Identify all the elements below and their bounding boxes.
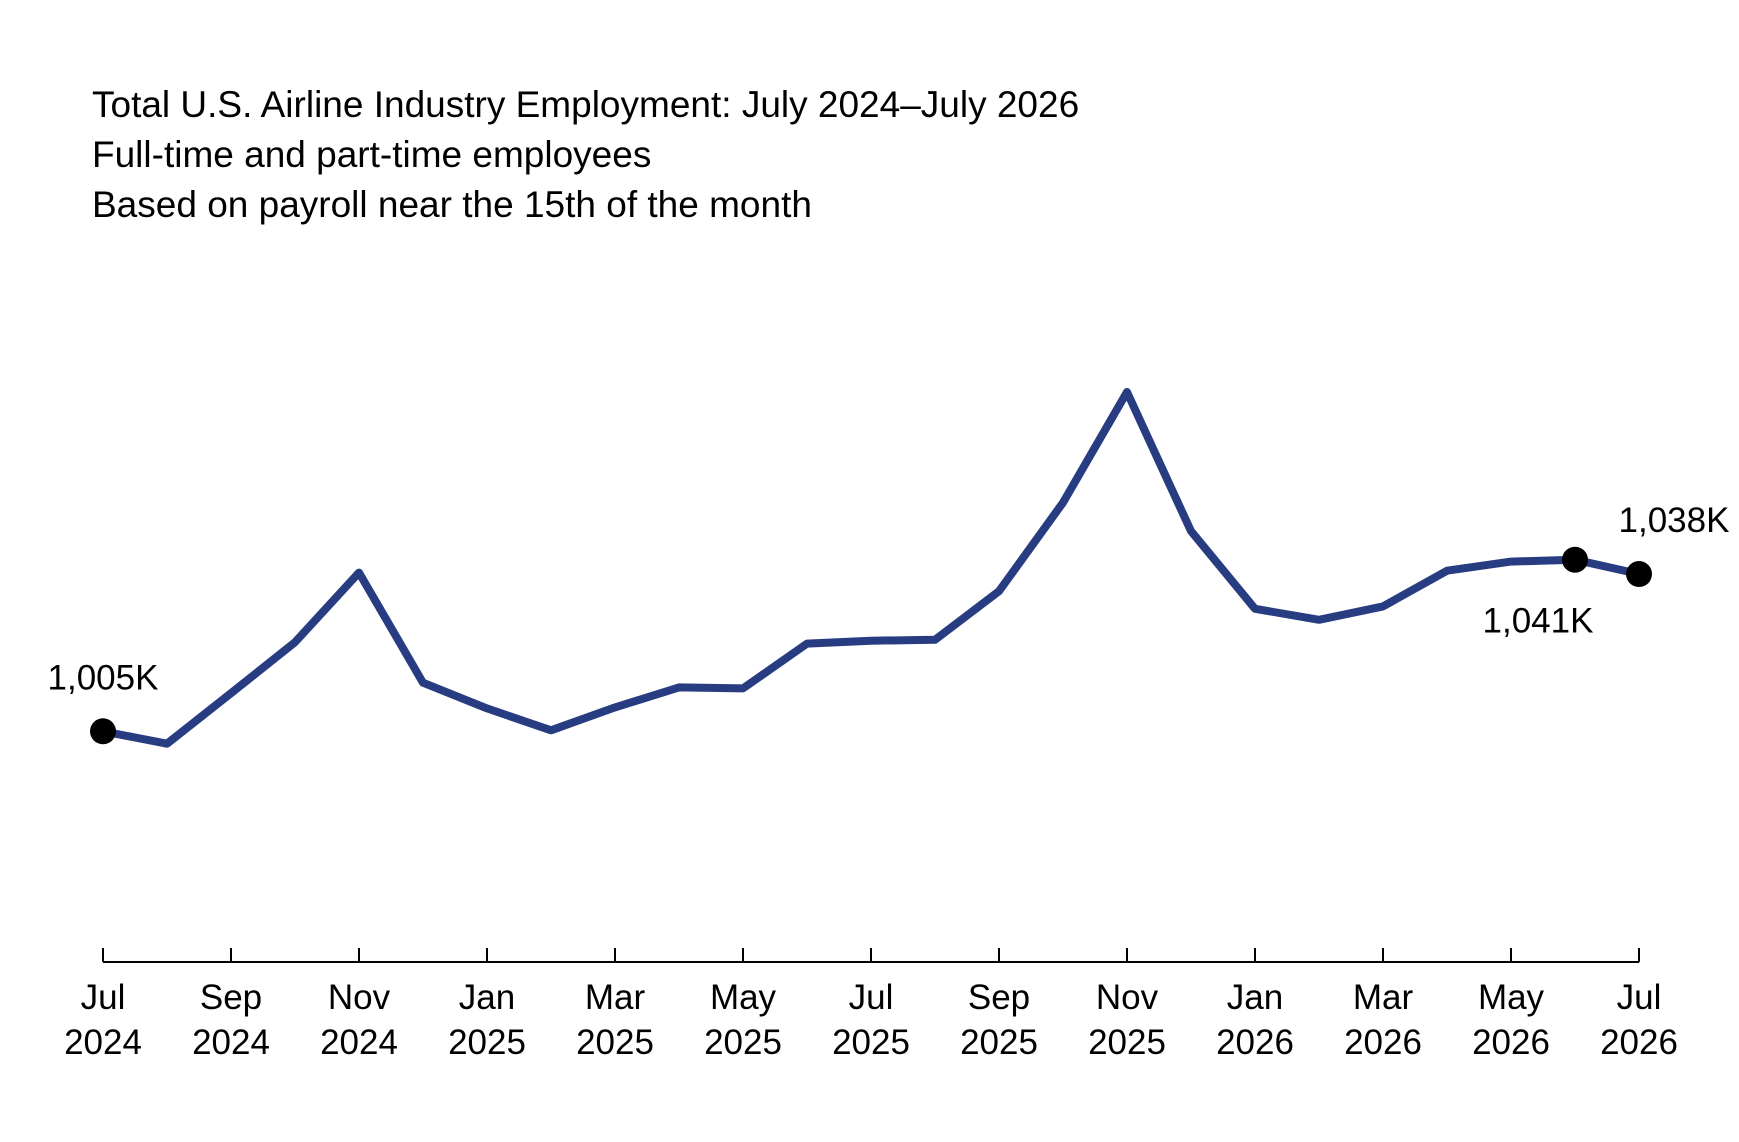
x-tick-label-month: Sep bbox=[200, 978, 262, 1017]
series-line bbox=[99, 388, 1643, 748]
annotation-marker bbox=[1562, 546, 1588, 573]
x-tick-label-year: 2024 bbox=[192, 1023, 270, 1062]
chart-titles: Total U.S. Airline Industry Employment: … bbox=[92, 80, 1079, 230]
x-tick-label-year: 2026 bbox=[1600, 1023, 1678, 1062]
chart-subtitle-payroll: Based on payroll near the 15th of the mo… bbox=[92, 184, 812, 225]
x-tick-label-month: Sep bbox=[968, 978, 1030, 1017]
annotation-label: 1,041K bbox=[1483, 602, 1594, 641]
x-tick-label-month: May bbox=[710, 978, 777, 1017]
annotation-marker bbox=[90, 718, 116, 745]
series-line-layer bbox=[99, 388, 1643, 748]
x-tick-label-year: 2026 bbox=[1472, 1023, 1550, 1062]
annotation-marker bbox=[1626, 561, 1652, 588]
x-tick-label-month: Jan bbox=[1227, 978, 1283, 1017]
chart-title: Total U.S. Airline Industry Employment: … bbox=[92, 84, 1080, 125]
x-axis: Jul 2024 Sep 2024 Nov 2024 Jan 2025 Mar 2025 May 20… bbox=[64, 948, 1678, 1062]
x-tick-label-month: Nov bbox=[1096, 978, 1159, 1017]
x-tick-label-year: 2024 bbox=[64, 1023, 142, 1062]
x-tick-label-year: 2026 bbox=[1216, 1023, 1294, 1062]
chart-subtitle-employees: Full-time and part-time employees bbox=[92, 134, 652, 175]
x-tick-label-year: 2025 bbox=[576, 1023, 654, 1062]
x-tick-label-year: 2024 bbox=[320, 1023, 398, 1062]
x-tick-label-year: 2025 bbox=[1088, 1023, 1166, 1062]
x-tick-label-month: Jul bbox=[849, 978, 894, 1017]
x-tick-label-month: Nov bbox=[328, 978, 391, 1017]
x-tick-label-month: Mar bbox=[585, 978, 646, 1017]
annotation-markers bbox=[90, 546, 1652, 745]
x-tick-label-year: 2025 bbox=[704, 1023, 782, 1062]
x-tick-label-month: Mar bbox=[1353, 978, 1414, 1017]
x-tick-label-year: 2025 bbox=[960, 1023, 1038, 1062]
x-tick-label-month: Jan bbox=[459, 978, 515, 1017]
x-tick-label-month: Jul bbox=[81, 978, 126, 1017]
annotation-label: 1,038K bbox=[1619, 501, 1730, 540]
x-tick-label-month: May bbox=[1478, 978, 1545, 1017]
x-tick-label-month: Jul bbox=[1617, 978, 1662, 1017]
x-tick-label-year: 2025 bbox=[448, 1023, 526, 1062]
annotation-labels: 1,005K 1,041K 1,038K bbox=[48, 501, 1730, 697]
x-tick-label-year: 2025 bbox=[832, 1023, 910, 1062]
x-tick-label-year: 2026 bbox=[1344, 1023, 1422, 1062]
annotation-label: 1,005K bbox=[48, 658, 159, 697]
